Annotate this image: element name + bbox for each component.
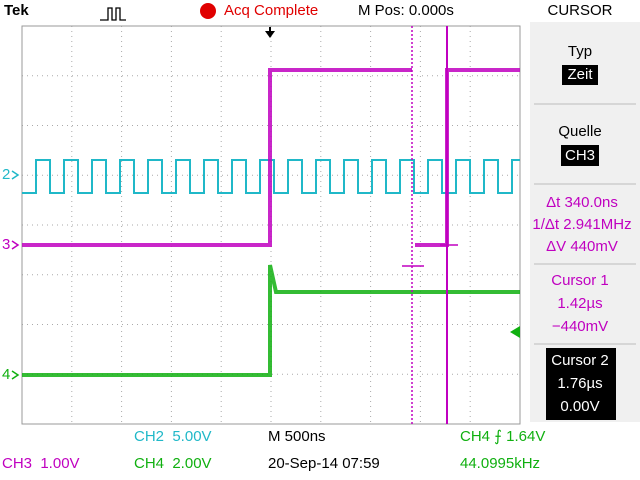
ch2-arrow [11, 170, 20, 180]
cursor2-title: Cursor 2 [551, 352, 609, 369]
ch4-marker: 4 [2, 366, 10, 383]
trigger-setting: CH4 ⨍ 1.64V [460, 428, 545, 445]
ch4-arrow [11, 370, 20, 380]
type-value-box[interactable] [562, 65, 598, 85]
source-label: Quelle [558, 123, 601, 140]
trigger-level-marker [510, 326, 520, 338]
cursor2-box [546, 348, 616, 420]
cursor1-voltage: −440mV [552, 318, 608, 335]
acq-icon [100, 7, 126, 21]
ch2-waveform [22, 159, 520, 194]
ch2-scale: CH2 5.00V [134, 428, 212, 445]
cursor1-time: 1.42µs [557, 295, 602, 312]
datetime: 20-Sep-14 07:59 [268, 455, 380, 472]
inverse-delta-t: 1/Δt 2.941MHz [532, 216, 631, 233]
ch3-scale: CH3 1.00V [2, 455, 80, 472]
trigger-frequency: 44.0995kHz [460, 455, 540, 472]
trigger-position-marker [265, 31, 275, 38]
source-value-box[interactable] [561, 145, 599, 166]
ch3-arrow [11, 240, 20, 250]
position: M Pos: 0.000s [358, 2, 454, 19]
ch2-marker: 2 [2, 166, 10, 183]
source-value[interactable]: CH3 [565, 147, 595, 164]
menu-title: CURSOR [547, 2, 612, 19]
ch4-scale: CH4 2.00V [134, 455, 212, 472]
delta-v: ΔV 440mV [546, 238, 618, 255]
graticule-frame [21, 25, 521, 425]
cursor-panel: Typ Zeit Quelle CH3 Δt 340.0ns 1/Δt 2.94… [532, 43, 636, 420]
ch3-marker: 3 [2, 236, 10, 253]
brand: Tek [4, 2, 29, 19]
acq-status: Acq Complete [224, 2, 318, 19]
cursor2-time: 1.76µs [557, 375, 602, 392]
cursor1-title: Cursor 1 [551, 272, 609, 289]
run-indicator [200, 3, 216, 19]
cursor2-voltage: 0.00V [560, 398, 599, 415]
type-value[interactable]: Zeit [567, 66, 593, 83]
timebase: M 500ns [268, 428, 326, 445]
graticule [22, 26, 520, 424]
ch4-waveform [22, 264, 520, 377]
type-label: Typ [568, 43, 592, 60]
delta-t: Δt 340.0ns [546, 194, 618, 211]
